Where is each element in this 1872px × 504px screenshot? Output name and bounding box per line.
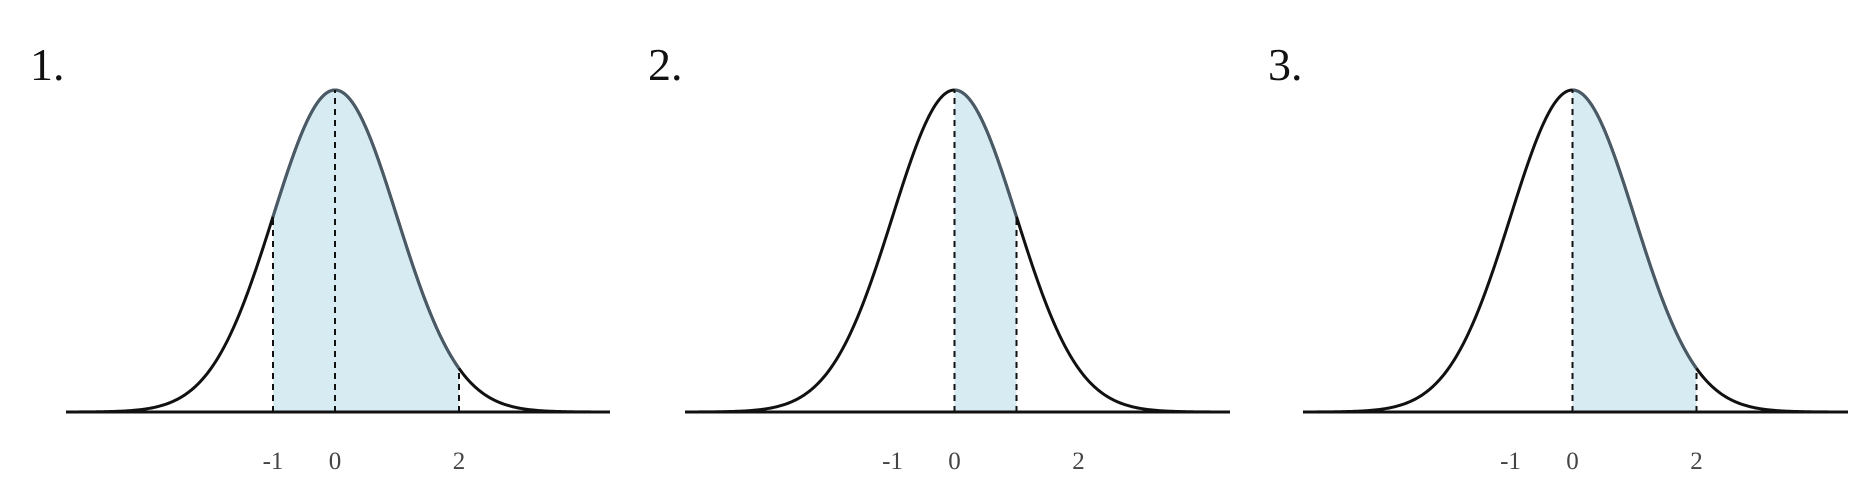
tick-label: 0: [329, 448, 342, 475]
panel-number-label: 2.: [648, 39, 683, 90]
tick-label: 2: [1690, 448, 1703, 475]
shaded-area: [954, 90, 1017, 412]
density-curve-shaded-section: [954, 88, 1018, 218]
shaded-area: [1572, 90, 1697, 412]
tick-label: -1: [1500, 448, 1521, 475]
panel-number-label: 1.: [30, 39, 65, 90]
panel-3: -1 0 2 3.: [1268, 39, 1848, 475]
shaded-area: [273, 90, 459, 412]
panel-2: -1 0 2 2.: [648, 39, 1230, 475]
panel-number-label: 3.: [1268, 39, 1303, 90]
density-curve-shaded-section: [271, 88, 461, 370]
tick-label: 0: [1566, 448, 1579, 475]
tick-label: 0: [948, 448, 961, 475]
tick-label: -1: [882, 448, 903, 475]
tick-label: -1: [263, 448, 284, 475]
tick-label: 2: [453, 448, 466, 475]
tick-label: 2: [1072, 448, 1085, 475]
density-curve-shaded-section: [1572, 88, 1698, 370]
panel-1: -1 0 2 1.: [30, 39, 610, 475]
